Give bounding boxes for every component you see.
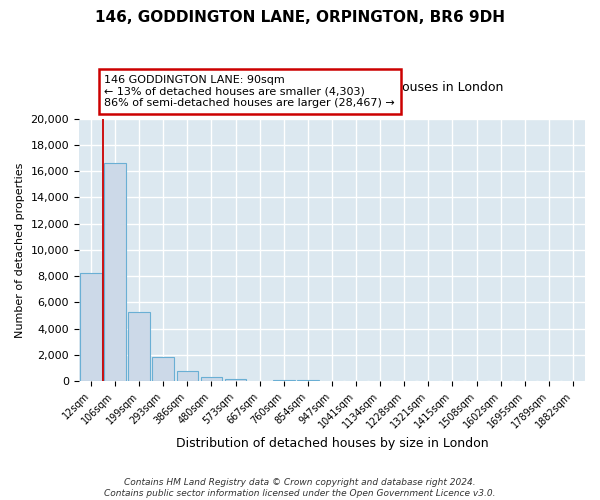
Title: Size of property relative to detached houses in London: Size of property relative to detached ho… [160, 81, 503, 94]
Bar [200, 377, 222, 381]
Bar [273, 380, 295, 381]
Bar [297, 380, 319, 381]
Bar [152, 357, 174, 381]
Text: Contains HM Land Registry data © Crown copyright and database right 2024.
Contai: Contains HM Land Registry data © Crown c… [104, 478, 496, 498]
Text: 146, GODDINGTON LANE, ORPINGTON, BR6 9DH: 146, GODDINGTON LANE, ORPINGTON, BR6 9DH [95, 10, 505, 25]
Y-axis label: Number of detached properties: Number of detached properties [15, 162, 25, 338]
Bar [104, 163, 126, 381]
Bar [128, 312, 150, 381]
Text: 146 GODDINGTON LANE: 90sqm
← 13% of detached houses are smaller (4,303)
86% of s: 146 GODDINGTON LANE: 90sqm ← 13% of deta… [104, 75, 395, 108]
Bar [225, 379, 247, 381]
X-axis label: Distribution of detached houses by size in London: Distribution of detached houses by size … [176, 437, 488, 450]
Bar [80, 274, 102, 381]
Bar [176, 370, 198, 381]
